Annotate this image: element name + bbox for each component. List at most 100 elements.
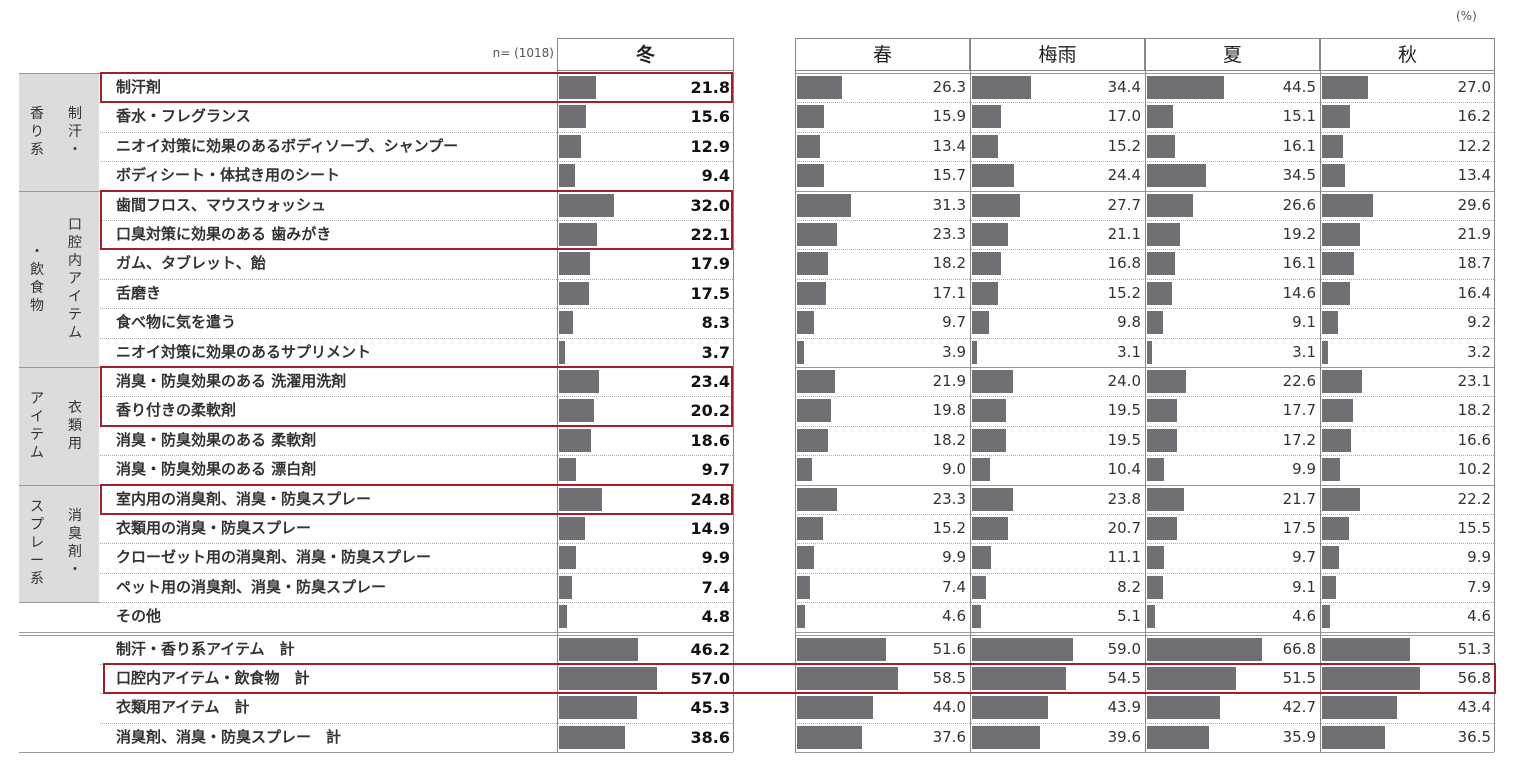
column-divider (557, 71, 558, 753)
data-label: 10.2 (1457, 460, 1491, 479)
data-label: 7.9 (1467, 577, 1491, 596)
row-label: 舌磨き (116, 283, 162, 302)
bar-4 (1322, 134, 1343, 158)
row-divider (795, 220, 1494, 221)
data-label: 15.1 (1282, 107, 1316, 126)
bar-3 (1147, 517, 1178, 540)
data-label: 17.9 (690, 254, 730, 274)
data-label: 3.1 (1117, 342, 1141, 361)
column-divider (795, 71, 796, 753)
data-label: 34.4 (1107, 78, 1141, 96)
group-label-bg (19, 190, 99, 367)
bar-2 (972, 517, 1008, 540)
group-label-char: テ (68, 306, 82, 323)
bar-2 (972, 725, 1041, 749)
bar-1 (797, 458, 813, 482)
group-label-char: 系 (30, 571, 44, 588)
data-label: 35.9 (1282, 727, 1316, 746)
bar-1 (797, 164, 824, 188)
bar-0 (559, 605, 568, 629)
bar-1 (797, 134, 821, 158)
data-label: 7.4 (701, 577, 730, 597)
unit-label: (%) (1456, 9, 1477, 23)
data-label: 8.2 (1117, 577, 1141, 596)
group-label-char: 物 (30, 297, 44, 314)
row-divider (100, 220, 733, 221)
group-label-char: 香 (30, 105, 44, 122)
row-divider (795, 514, 1494, 515)
bar-3 (1147, 696, 1221, 720)
bar-3 (1147, 399, 1178, 423)
data-label: 18.2 (932, 430, 966, 449)
data-label: 22.6 (1282, 372, 1316, 390)
data-label: 15.6 (690, 107, 730, 127)
bar-1 (797, 605, 805, 629)
row-divider (100, 337, 733, 339)
row-divider (100, 396, 733, 398)
data-label: 16.4 (1457, 283, 1491, 302)
row-label: ニオイ対策に効果のあるボディソープ、シャンプー (116, 136, 459, 155)
data-label: 8.3 (701, 313, 730, 333)
data-label: 45.3 (690, 698, 730, 718)
group-label-char: 系 (30, 141, 44, 158)
data-label: 20.7 (1107, 519, 1141, 537)
data-label: 15.2 (932, 519, 966, 537)
row-label: 食べ物に気を遣う (116, 313, 237, 332)
data-label: 13.4 (932, 136, 966, 155)
row-label: 制汗剤 (116, 78, 162, 96)
bar-4 (1322, 76, 1369, 99)
data-label: 7.4 (942, 577, 966, 596)
group-label-bg (19, 73, 99, 191)
data-label: 3.9 (942, 342, 966, 361)
data-label: 18.7 (1457, 254, 1491, 273)
data-label: 56.8 (1457, 669, 1491, 687)
column-header-1: 春 (795, 38, 970, 71)
row-label: 香水・フレグランス (116, 107, 251, 126)
data-label: 15.2 (1107, 283, 1141, 302)
bar-0 (559, 223, 597, 246)
bar-4 (1322, 605, 1330, 629)
column-divider (1494, 71, 1495, 753)
bar-3 (1147, 193, 1193, 217)
group-label-char: 制 (68, 105, 82, 122)
bar-2 (972, 637, 1074, 661)
bar-0 (559, 575, 572, 599)
data-label: 13.4 (1457, 166, 1491, 185)
bar-3 (1147, 105, 1173, 129)
group-label-char: レ (30, 535, 44, 552)
data-label: 16.8 (1107, 254, 1141, 273)
data-label: 11.1 (1107, 548, 1141, 567)
bar-2 (972, 105, 1002, 129)
bar-2 (972, 193, 1020, 217)
data-label: 23.4 (690, 372, 730, 391)
row-divider (795, 278, 1494, 280)
bar-2 (972, 164, 1014, 188)
bar-0 (559, 458, 576, 482)
data-label: 21.7 (1282, 489, 1316, 508)
group-label-char: 衣 (68, 399, 82, 416)
group-label-char: 消 (68, 508, 82, 525)
bar-0 (559, 311, 574, 335)
bar-0 (559, 134, 582, 158)
column-divider (970, 71, 971, 753)
bar-1 (797, 667, 898, 690)
row-divider (19, 752, 733, 754)
data-label: 43.9 (1107, 698, 1141, 717)
row-divider (100, 308, 733, 310)
bar-2 (972, 370, 1014, 393)
row-label: クローゼット用の消臭剤、消臭・防臭スプレー (116, 548, 432, 567)
group-label-char: 類 (68, 417, 82, 434)
bar-2 (972, 134, 999, 158)
column-header-0: 冬 (557, 38, 734, 71)
bar-4 (1322, 281, 1351, 305)
row-divider (100, 278, 733, 280)
bar-0 (559, 105, 586, 129)
group-label-bg (19, 367, 99, 485)
row-divider (795, 722, 1494, 724)
data-label: 51.5 (1282, 669, 1316, 687)
group-label-char: 飲 (30, 261, 44, 278)
data-label: 15.7 (932, 166, 966, 185)
bar-0 (559, 487, 602, 511)
bar-0 (559, 546, 577, 570)
row-divider (100, 455, 733, 457)
